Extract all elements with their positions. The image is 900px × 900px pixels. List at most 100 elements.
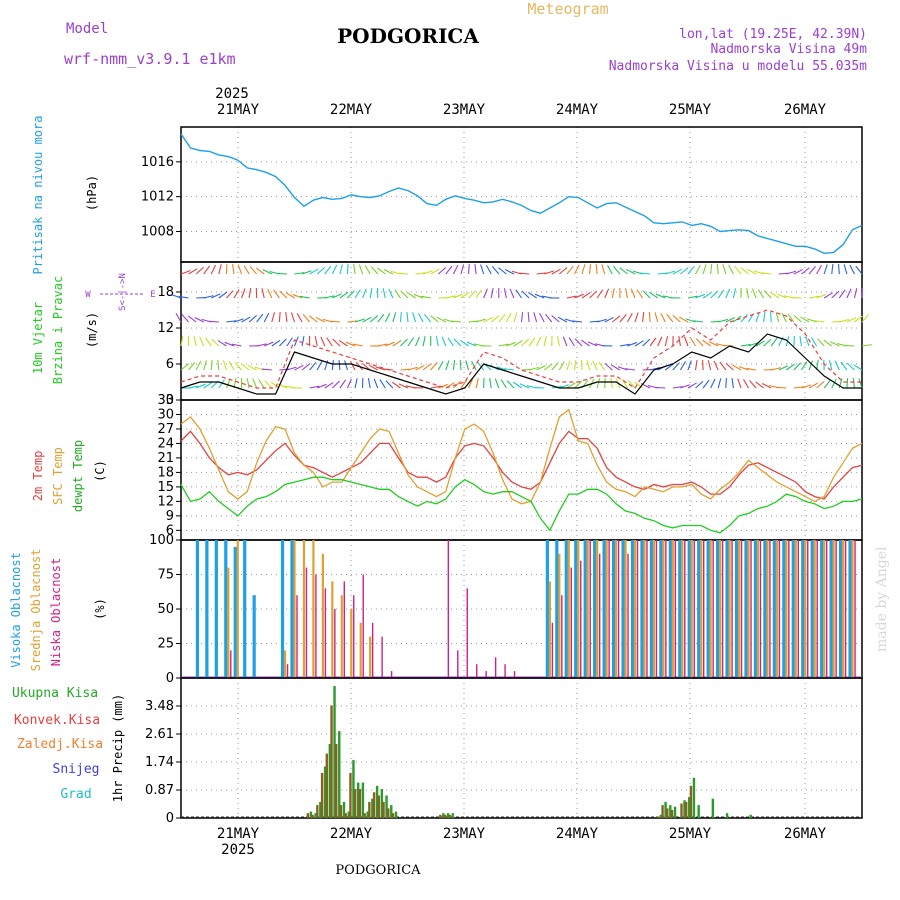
wind-barb bbox=[543, 336, 547, 347]
wind-barb bbox=[680, 384, 691, 389]
wind-barb bbox=[338, 359, 341, 371]
wind-barb bbox=[468, 290, 476, 299]
wind-barb bbox=[504, 268, 515, 275]
cloud-bar bbox=[567, 540, 570, 678]
wind-barb bbox=[710, 263, 713, 275]
y-tick-label: 24 bbox=[157, 436, 174, 451]
wind-barb bbox=[607, 264, 613, 275]
wind-barb bbox=[513, 340, 523, 347]
wind-barb bbox=[611, 288, 615, 299]
wind-barb bbox=[460, 379, 468, 389]
wind-barb bbox=[574, 293, 584, 299]
wind-label-2: Brzina i Pravac bbox=[51, 276, 65, 384]
wind-barb bbox=[496, 366, 507, 371]
cloud-bar bbox=[621, 540, 625, 678]
precip-bar bbox=[669, 805, 672, 818]
wind-barb bbox=[460, 291, 470, 299]
wind-barb bbox=[447, 337, 454, 347]
wind-barb bbox=[581, 264, 586, 275]
wind-barb bbox=[693, 320, 704, 323]
wind-barb bbox=[430, 362, 438, 371]
wind-barb bbox=[505, 312, 512, 323]
wind-barb bbox=[770, 291, 780, 299]
cloud-bar bbox=[728, 540, 731, 678]
wind-barb bbox=[755, 340, 765, 347]
wind-barb bbox=[781, 312, 787, 323]
precip-bar bbox=[448, 814, 451, 818]
bottom-date-label: 23MAY bbox=[443, 826, 486, 842]
wind-barb bbox=[725, 377, 727, 389]
panel-wind: 0 6 12 18 bbox=[157, 261, 872, 408]
wind-barb bbox=[717, 378, 722, 389]
wind-barb bbox=[536, 336, 542, 347]
wind-barb bbox=[679, 316, 689, 323]
precip-bar bbox=[385, 795, 388, 818]
wind-barb bbox=[672, 268, 682, 275]
precip-bar bbox=[697, 805, 700, 818]
cloud-bar bbox=[725, 540, 729, 678]
cloud-bar bbox=[763, 540, 767, 678]
cloud-bar bbox=[794, 540, 797, 678]
wind-barb bbox=[459, 339, 469, 347]
wind-barb bbox=[438, 383, 448, 389]
cloud-bar bbox=[835, 540, 837, 678]
wind-barb bbox=[264, 341, 274, 347]
cloud-bar bbox=[574, 540, 578, 678]
compass-west: W bbox=[85, 290, 91, 300]
panel-clouds: 0 25 50 75 100 bbox=[149, 533, 863, 686]
precip-bar bbox=[342, 801, 346, 818]
cloud-bar bbox=[362, 574, 364, 678]
precip-bar bbox=[314, 813, 317, 818]
wind-barb bbox=[241, 363, 250, 371]
wind-barb bbox=[718, 318, 729, 323]
y-tick-label: 0 bbox=[166, 811, 174, 826]
precip-bar bbox=[363, 813, 366, 818]
precip-bar bbox=[356, 782, 360, 818]
wind-barb bbox=[664, 363, 674, 371]
cloud-bar bbox=[712, 540, 714, 678]
wind-barb bbox=[746, 367, 757, 371]
wind-barb bbox=[441, 336, 447, 347]
precip-bar bbox=[387, 808, 390, 818]
wind-barb bbox=[634, 312, 639, 323]
wind-label-1: 10m Vjetar bbox=[31, 302, 45, 374]
wind-barb bbox=[225, 378, 231, 389]
cloud-bar bbox=[649, 540, 654, 678]
wind-barb bbox=[459, 359, 462, 371]
wind-barb bbox=[353, 264, 356, 275]
wind-barb bbox=[276, 272, 287, 275]
precip-bar bbox=[439, 814, 442, 818]
wind-barb bbox=[610, 378, 613, 389]
wind-barb bbox=[354, 318, 365, 323]
wind-barb bbox=[580, 359, 583, 371]
wind-barb bbox=[861, 344, 872, 347]
wind-barb bbox=[195, 383, 206, 389]
wind-barb bbox=[527, 292, 537, 299]
wind-barb bbox=[586, 360, 591, 371]
cloud-bar bbox=[205, 540, 209, 678]
wind-barb bbox=[211, 293, 221, 299]
wind-barb bbox=[566, 295, 577, 299]
cloud-bar bbox=[690, 540, 693, 678]
temp2m-label: 2m Temp bbox=[31, 451, 45, 502]
dewpt-label: dewpt Temp bbox=[71, 440, 85, 512]
gust-series-line bbox=[180, 309, 862, 389]
wind-barb bbox=[521, 338, 530, 347]
lonlat-label: lon,lat (19.25E, 42.39N) bbox=[679, 27, 867, 42]
wind-barb bbox=[640, 272, 651, 275]
cloud-bar bbox=[788, 540, 790, 678]
wind-barb bbox=[243, 265, 250, 275]
wind-barb bbox=[279, 290, 288, 299]
cloud-bar bbox=[390, 671, 393, 678]
wind-barb bbox=[500, 379, 507, 389]
wind-barb bbox=[506, 341, 516, 347]
footer-city: PODGORICA bbox=[335, 863, 421, 878]
cloud-bar bbox=[801, 540, 805, 678]
wind-barb bbox=[573, 264, 580, 275]
wind-barb bbox=[199, 336, 205, 347]
cloud-bar bbox=[772, 540, 776, 678]
wind-barb bbox=[665, 270, 675, 275]
cloud-bar bbox=[816, 540, 818, 678]
